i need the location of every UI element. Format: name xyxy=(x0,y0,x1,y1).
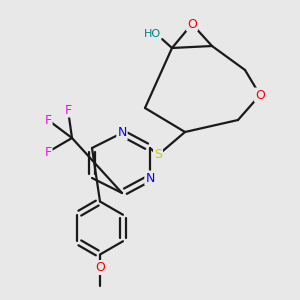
Text: F: F xyxy=(64,103,72,116)
Text: HO: HO xyxy=(143,29,161,39)
Text: F: F xyxy=(44,146,52,158)
Text: N: N xyxy=(117,127,127,140)
Text: S: S xyxy=(154,148,162,161)
Text: O: O xyxy=(95,261,105,274)
Text: O: O xyxy=(187,17,197,31)
Text: N: N xyxy=(145,172,155,184)
Text: F: F xyxy=(44,113,52,127)
Text: O: O xyxy=(255,88,265,101)
